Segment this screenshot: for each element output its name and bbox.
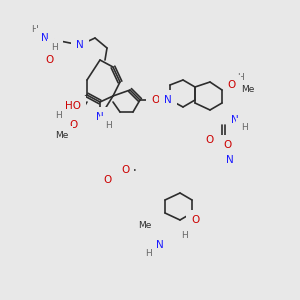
Text: O: O [228,80,236,90]
Text: O: O [224,140,232,150]
Text: O: O [69,120,77,130]
Text: N: N [231,115,239,125]
Text: HO: HO [65,101,81,111]
Text: O: O [104,175,112,185]
Text: N: N [96,112,104,122]
Text: H: H [241,122,248,131]
Text: N: N [226,155,234,165]
Text: Me: Me [138,220,152,230]
Text: N: N [156,240,164,250]
Text: N: N [76,40,84,50]
Text: O: O [206,135,214,145]
Text: H: H [32,26,38,34]
Text: H: H [145,250,152,259]
Text: O: O [151,95,159,105]
Text: O: O [121,165,129,175]
Text: H: H [237,74,243,82]
Text: N: N [41,33,49,43]
Text: Me: Me [241,85,255,94]
Text: N: N [164,95,172,105]
Text: H: H [182,230,188,239]
Text: H: H [55,110,62,119]
Text: H: H [105,121,111,130]
Text: Me: Me [55,130,69,140]
Text: H: H [52,44,58,52]
Text: O: O [191,215,199,225]
Text: O: O [46,55,54,65]
